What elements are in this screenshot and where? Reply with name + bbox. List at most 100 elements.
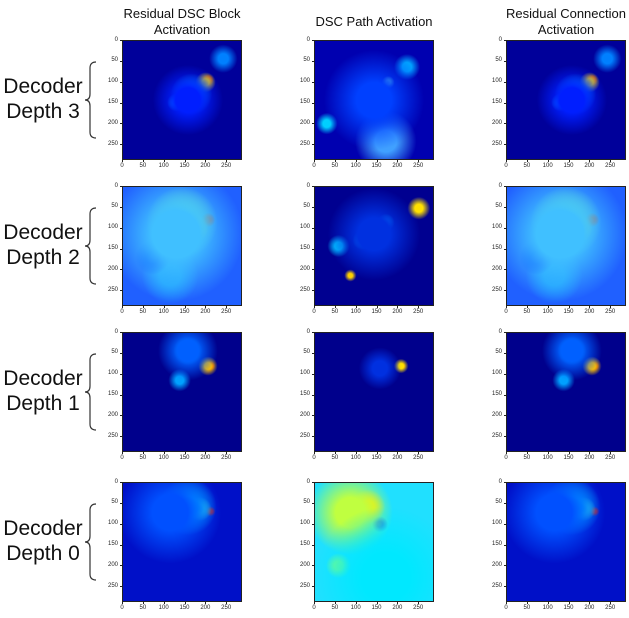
x-tick-mark bbox=[376, 452, 378, 454]
y-tick-label: 150 bbox=[491, 99, 502, 105]
x-tick-label: 200 bbox=[392, 455, 403, 461]
x-tick-mark bbox=[547, 602, 549, 604]
brace bbox=[84, 61, 97, 139]
y-tick-mark bbox=[504, 206, 506, 208]
y-tick-label: 250 bbox=[107, 140, 118, 147]
y-tick-mark bbox=[504, 373, 506, 375]
y-tick-label: 100 bbox=[491, 370, 502, 377]
x-tick-label: 50 bbox=[331, 605, 339, 611]
y-tick-mark bbox=[312, 502, 314, 504]
x-tick-label: 0 bbox=[312, 163, 316, 169]
x-tick-label: 200 bbox=[584, 309, 595, 315]
y-tick-label: 0 bbox=[498, 328, 502, 335]
x-tick-label: 50 bbox=[331, 309, 339, 315]
x-tick-mark bbox=[547, 160, 549, 162]
y-tick-label: 50 bbox=[303, 499, 310, 506]
y-tick-label: 200 bbox=[107, 265, 118, 272]
y-tick-label: 150 bbox=[107, 99, 118, 105]
x-tick-mark bbox=[184, 306, 186, 308]
y-tick-mark bbox=[312, 394, 314, 396]
x-tick-label: 150 bbox=[371, 605, 382, 611]
y-tick-mark bbox=[120, 60, 122, 62]
x-tick-label: 150 bbox=[371, 163, 382, 169]
y-tick-mark bbox=[504, 227, 506, 229]
y-tick-mark bbox=[312, 436, 314, 437]
x-tick-mark bbox=[610, 452, 611, 454]
heatmap bbox=[122, 186, 242, 306]
x-tick-mark bbox=[526, 160, 528, 162]
heatmap bbox=[314, 482, 434, 602]
y-tick-mark bbox=[120, 502, 122, 504]
y-tick-mark bbox=[312, 544, 314, 546]
y-tick-mark bbox=[504, 502, 506, 504]
y-tick-mark bbox=[312, 482, 314, 483]
brace bbox=[84, 353, 97, 431]
y-tick-mark bbox=[312, 269, 314, 270]
y-tick-mark bbox=[504, 102, 506, 104]
x-tick-label: 150 bbox=[563, 163, 574, 169]
y-tick-label: 100 bbox=[491, 520, 502, 527]
x-tick-mark bbox=[589, 602, 590, 604]
x-tick-label: 100 bbox=[350, 605, 361, 611]
y-tick-label: 200 bbox=[491, 561, 502, 568]
y-tick-label: 200 bbox=[107, 119, 118, 126]
x-tick-mark bbox=[418, 160, 419, 162]
x-tick-label: 250 bbox=[605, 163, 616, 169]
y-tick-mark bbox=[120, 186, 122, 187]
x-tick-label: 200 bbox=[200, 455, 211, 461]
x-tick-mark bbox=[334, 452, 336, 454]
y-tick-label: 250 bbox=[107, 286, 118, 293]
x-tick-label: 150 bbox=[371, 455, 382, 461]
y-tick-label: 0 bbox=[114, 328, 118, 335]
y-tick-mark bbox=[120, 565, 122, 566]
y-tick-label: 0 bbox=[498, 36, 502, 43]
x-tick-label: 50 bbox=[523, 455, 531, 461]
x-tick-mark bbox=[397, 160, 398, 162]
y-tick-label: 250 bbox=[107, 432, 118, 439]
x-tick-mark bbox=[122, 306, 123, 308]
y-tick-label: 100 bbox=[299, 224, 310, 231]
x-tick-label: 100 bbox=[542, 605, 553, 611]
y-tick-mark bbox=[120, 373, 122, 375]
y-tick-label: 200 bbox=[299, 411, 310, 418]
y-tick-label: 50 bbox=[111, 57, 118, 64]
y-tick-mark bbox=[120, 81, 122, 83]
y-tick-label: 250 bbox=[491, 432, 502, 439]
y-tick-mark bbox=[120, 394, 122, 396]
x-tick-mark bbox=[610, 306, 611, 308]
column-title: Residual DSC Block Activation bbox=[123, 6, 241, 37]
y-tick-mark bbox=[504, 586, 506, 587]
x-tick-mark bbox=[568, 160, 570, 162]
y-tick-label: 0 bbox=[306, 478, 310, 485]
x-tick-label: 150 bbox=[371, 309, 382, 315]
y-tick-label: 50 bbox=[495, 499, 502, 506]
y-tick-mark bbox=[504, 436, 506, 437]
y-tick-label: 200 bbox=[491, 265, 502, 272]
y-tick-label: 150 bbox=[299, 99, 310, 105]
x-tick-mark bbox=[376, 160, 378, 162]
x-tick-mark bbox=[184, 160, 186, 162]
x-tick-mark bbox=[355, 602, 357, 604]
x-tick-label: 50 bbox=[331, 163, 339, 169]
x-tick-label: 250 bbox=[605, 605, 616, 611]
x-tick-mark bbox=[226, 602, 227, 604]
x-tick-mark bbox=[526, 452, 528, 454]
x-tick-mark bbox=[418, 306, 419, 308]
row-label: Decoder Depth 3 bbox=[3, 75, 83, 123]
y-tick-mark bbox=[120, 290, 122, 291]
y-tick-mark bbox=[504, 144, 506, 145]
y-tick-mark bbox=[120, 248, 122, 250]
x-tick-label: 250 bbox=[413, 605, 424, 611]
x-tick-label: 0 bbox=[504, 455, 508, 461]
y-tick-mark bbox=[504, 269, 506, 270]
y-tick-mark bbox=[120, 144, 122, 145]
x-tick-label: 100 bbox=[350, 163, 361, 169]
x-tick-label: 200 bbox=[584, 455, 595, 461]
y-tick-label: 150 bbox=[491, 245, 502, 251]
x-tick-label: 200 bbox=[392, 163, 403, 169]
x-tick-label: 250 bbox=[413, 163, 424, 169]
x-tick-label: 100 bbox=[542, 309, 553, 315]
x-tick-mark bbox=[506, 602, 507, 604]
y-tick-mark bbox=[120, 123, 122, 124]
x-tick-mark bbox=[547, 452, 549, 454]
